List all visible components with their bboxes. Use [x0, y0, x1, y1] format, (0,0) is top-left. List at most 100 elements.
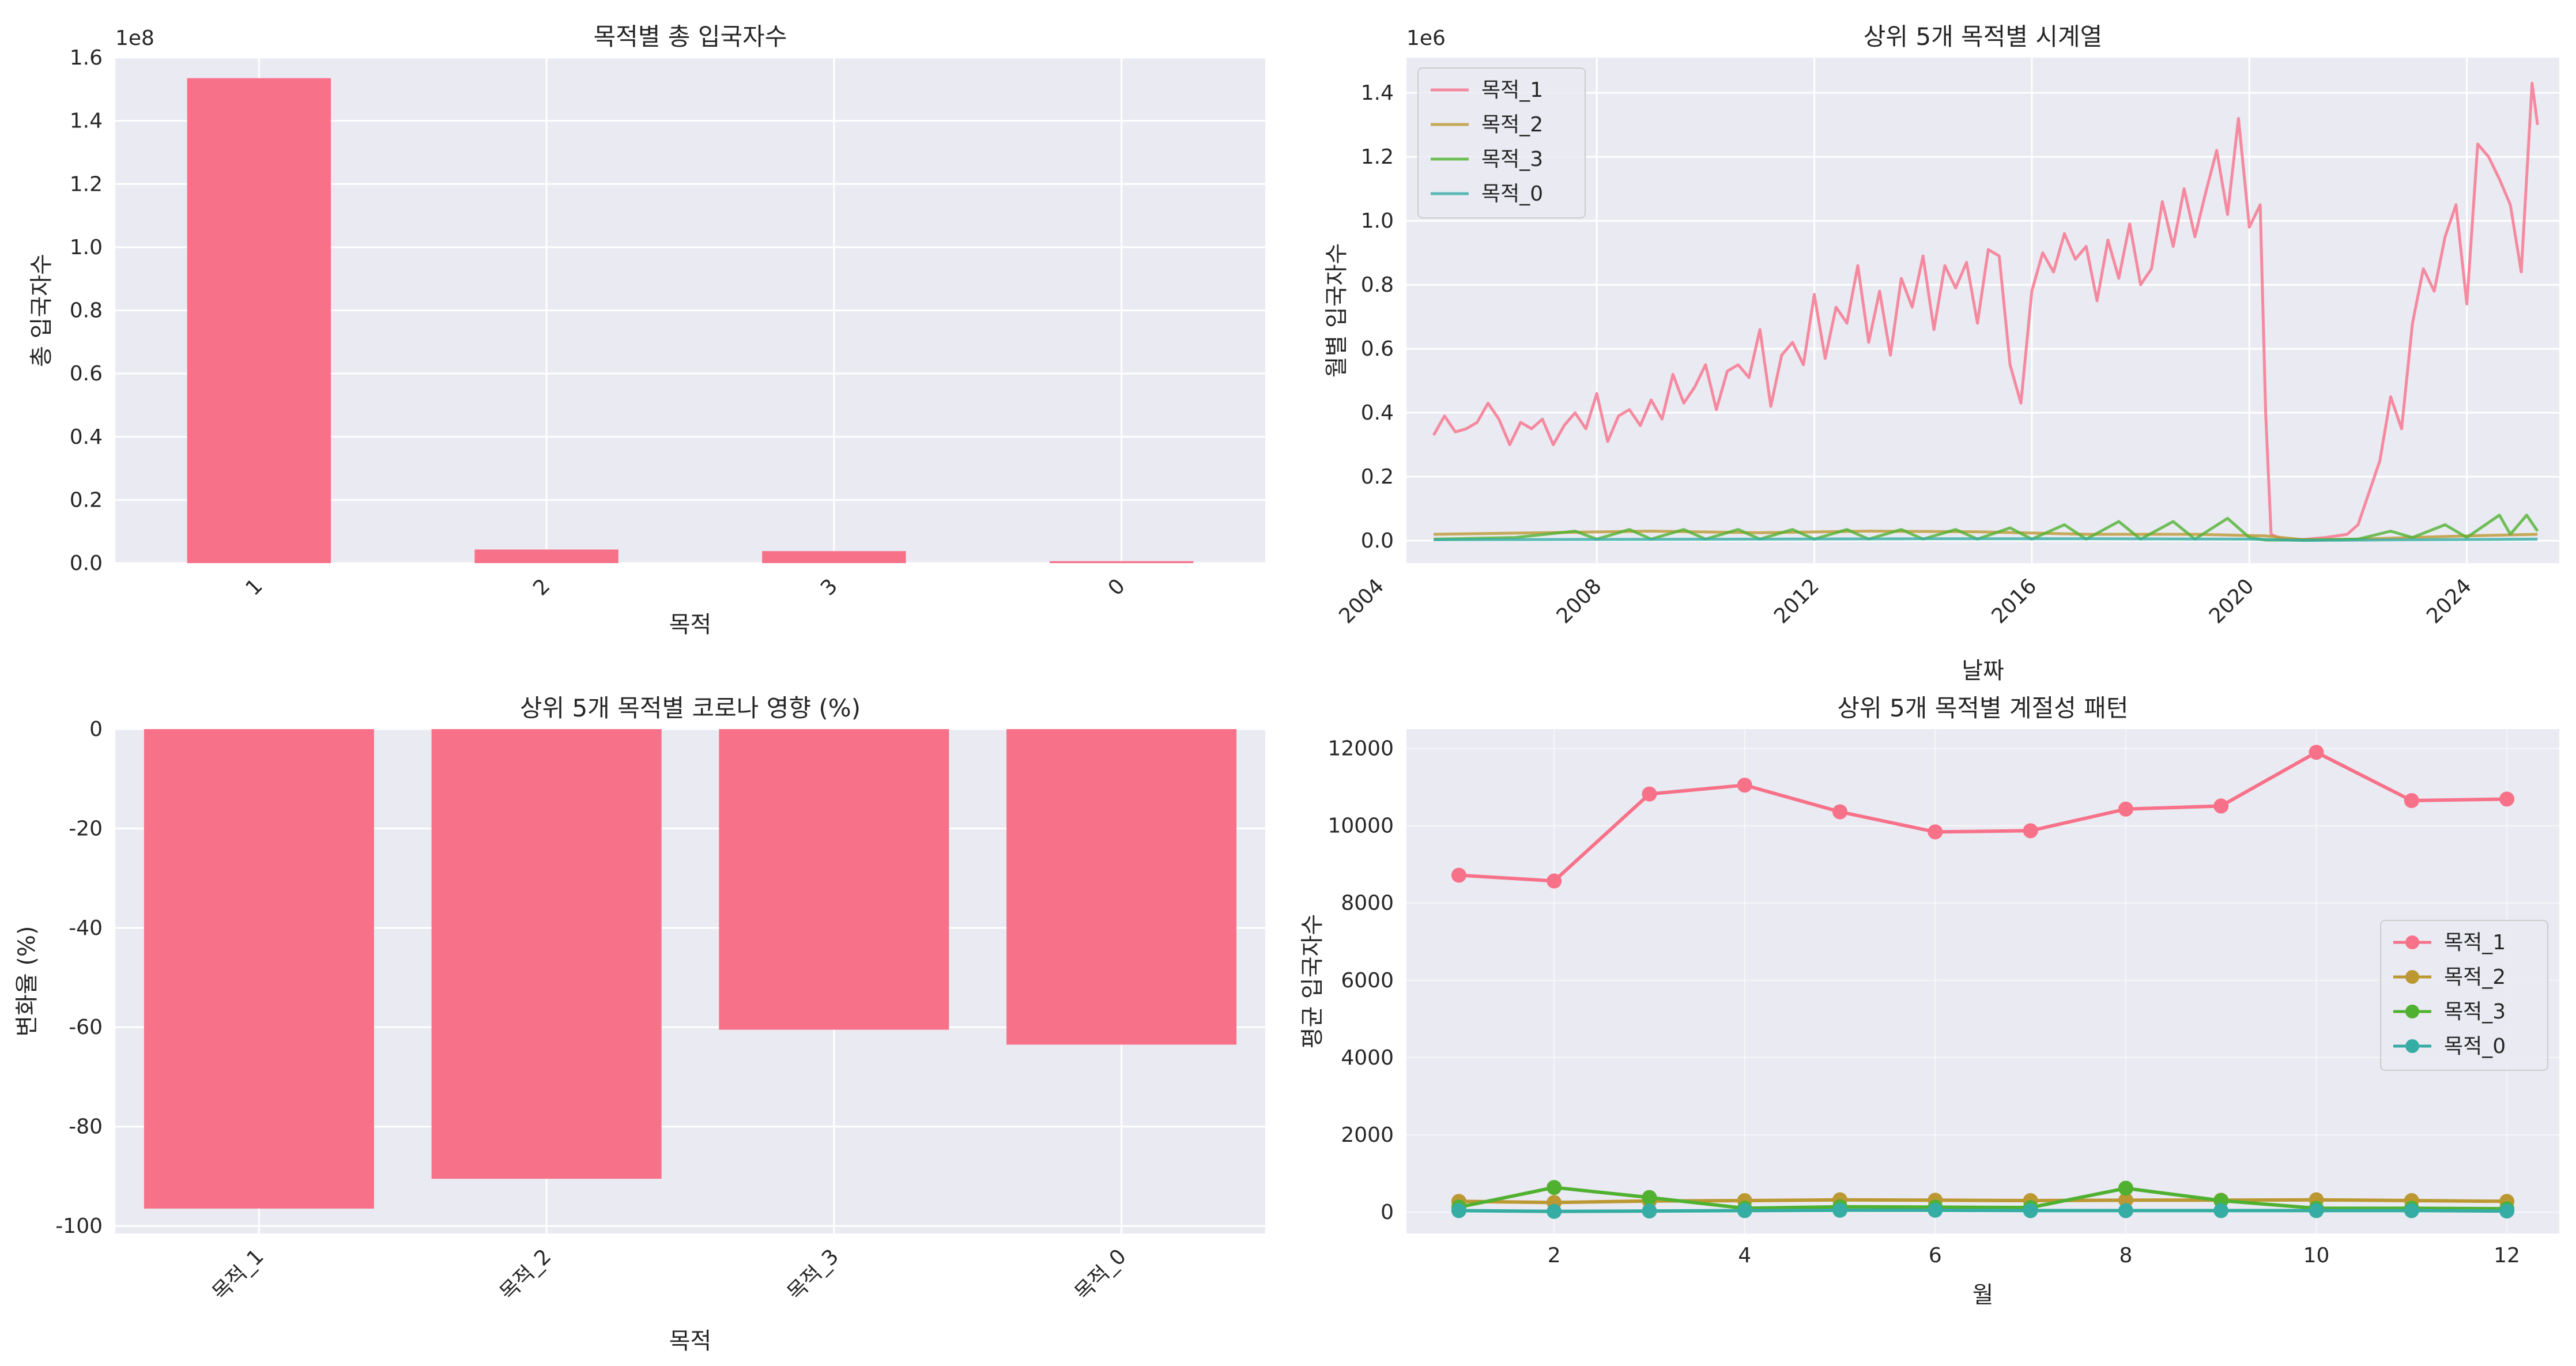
y-tick-label: 1.6 [70, 46, 103, 70]
x-tick-label: 3 [816, 574, 842, 600]
data-point [1642, 786, 1657, 802]
series-line-목적_3 [1458, 1186, 2507, 1211]
y-tick-label: 1.4 [1361, 81, 1394, 105]
legend-label: 목적_3 [1481, 148, 1543, 171]
x-axis-label: 날짜 [1962, 658, 2004, 684]
y-tick-label: 0.4 [1361, 401, 1394, 425]
x-tick-label: 1 [242, 574, 267, 600]
bar-목적_2 [431, 729, 662, 1179]
y-tick-label: 0.0 [70, 552, 103, 575]
legend: 목적_1 목적_2 목적_3 목적_0 [1417, 67, 1586, 218]
y-tick-label: -100 [55, 1214, 103, 1238]
y-tick-label: 0.6 [1361, 337, 1394, 361]
y-tick-label: -80 [69, 1115, 103, 1139]
y-tick-label: 0 [1381, 1201, 1394, 1224]
y-tick-label: 2000 [1341, 1123, 1394, 1147]
data-point [1547, 1203, 1562, 1219]
legend-marker [2405, 935, 2419, 949]
data-point [1451, 867, 1466, 883]
x-tick-label: 목적_3 [783, 1244, 843, 1305]
y-tick-label: 12000 [1327, 737, 1394, 761]
y-axis-label: 평균 입국자수 [1299, 914, 1326, 1049]
data-point [2499, 791, 2515, 807]
y-tick-label: 1.0 [1361, 209, 1394, 233]
data-point [2499, 1203, 2515, 1219]
data-point [1642, 1190, 1657, 1205]
data-point [1547, 1180, 1562, 1195]
y-tick-label: 6000 [1341, 969, 1394, 993]
y-tick-label: 0.6 [70, 362, 103, 386]
plot-area [1406, 58, 2559, 563]
x-axis-label: 월 [1972, 1282, 1994, 1308]
y-tick-label: -60 [69, 1016, 103, 1039]
legend-marker [2405, 1039, 2419, 1053]
legend-box [2380, 920, 2548, 1071]
x-tick-label: 2012 [1770, 574, 1824, 628]
data-point [1928, 1202, 1943, 1218]
data-point [2404, 1203, 2419, 1218]
subplot-3: 상위 5개 목적별 코로나 영향 (%) -100 -80 -60 -40 -20 0 목적_… [14, 694, 1265, 1354]
x-tick-label: 12 [2494, 1244, 2520, 1267]
legend-label: 목적_0 [2444, 1035, 2506, 1058]
legend-box [1417, 67, 1586, 218]
data-point [2309, 1203, 2324, 1218]
data-point [2213, 1203, 2229, 1218]
x-tick-label: 4 [1738, 1244, 1751, 1267]
x-tick-label: 2008 [1552, 574, 1606, 628]
x-tick-label: 2024 [2422, 574, 2476, 628]
data-point [1547, 873, 1562, 889]
y-tick-label: -20 [69, 817, 103, 840]
data-point [2118, 1203, 2133, 1218]
data-point [2213, 798, 2229, 814]
series-line-목적_1 [1458, 750, 2507, 883]
bar-0 [1049, 561, 1194, 563]
y-offset-label: 1e6 [1406, 27, 1446, 50]
legend-label: 목적_3 [2444, 1000, 2506, 1024]
y-tick-label: 1.2 [1361, 145, 1394, 169]
data-point [2023, 823, 2038, 839]
subplot-4: 상위 5개 목적별 계절성 패턴 0 2000 4000 6000 8000 10000 12… [1299, 694, 2559, 1308]
legend-label: 목적_2 [1481, 113, 1543, 137]
x-tick-label: 2016 [1987, 574, 2041, 628]
legend: 목적_1 목적_2 목적_3 목적_0 [2380, 920, 2548, 1071]
data-point [2309, 745, 2324, 760]
series-line-목적_0 [1434, 537, 2538, 542]
y-tick-label: 0.0 [1361, 529, 1394, 553]
y-axis-label: 변화율 (%) [14, 926, 40, 1036]
y-tick-label: 10000 [1327, 814, 1394, 838]
legend-marker [2405, 1005, 2419, 1018]
data-point [1642, 1203, 1657, 1219]
y-tick-label: 1.4 [70, 110, 103, 133]
series-line-목적_2 [1458, 1198, 2507, 1205]
x-tick-label: 2020 [2205, 574, 2259, 628]
data-point [2023, 1203, 2038, 1218]
y-axis-label: 총 입국자수 [28, 254, 55, 367]
y-tick-label: 1.0 [70, 236, 103, 259]
y-tick-label: 1.2 [70, 172, 103, 196]
chart-title: 상위 5개 목적별 시계열 [1864, 22, 2103, 51]
x-tick-label: 목적_1 [208, 1244, 269, 1305]
x-tick-label: 2 [1548, 1244, 1561, 1267]
y-offset-label: 1e8 [115, 27, 154, 50]
data-point [1928, 824, 1943, 840]
bar-목적_3 [719, 729, 949, 1030]
bar-2 [474, 549, 618, 563]
data-point [2118, 1193, 2133, 1208]
legend-marker [2405, 970, 2419, 984]
bar-목적_0 [1006, 729, 1237, 1045]
y-tick-label: 0.4 [70, 425, 103, 449]
x-tick-label: 2 [529, 574, 555, 600]
series-line-목적_1 [1432, 81, 2539, 541]
y-tick-label: 4000 [1341, 1046, 1394, 1070]
subplot-2: 상위 5개 목적별 시계열 0.0 0.2 0.4 0.6 0.8 1.0 1.2 1.4 200… [1323, 22, 2559, 684]
data-point [1832, 804, 1848, 820]
chart-title: 상위 5개 목적별 계절성 패턴 [1837, 694, 2128, 722]
y-tick-label: 0.2 [1361, 465, 1394, 489]
bar-목적_1 [144, 729, 374, 1209]
y-tick-label: -40 [69, 916, 103, 940]
data-point [2404, 793, 2419, 809]
x-tick-label: 10 [2303, 1244, 2330, 1267]
bar-1 [187, 78, 331, 564]
data-point [1832, 1202, 1848, 1218]
x-tick-label: 6 [1929, 1244, 1942, 1267]
